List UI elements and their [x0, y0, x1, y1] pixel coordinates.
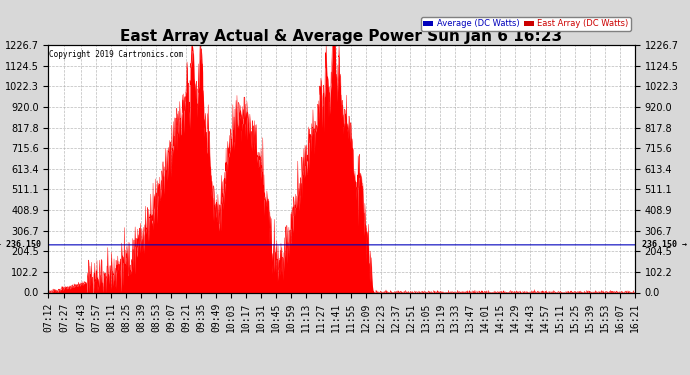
Text: Copyright 2019 Cartronics.com: Copyright 2019 Cartronics.com	[49, 50, 183, 59]
Legend: Average (DC Watts), East Array (DC Watts): Average (DC Watts), East Array (DC Watts…	[421, 17, 631, 31]
Text: ← 236.150: ← 236.150	[0, 240, 41, 249]
Text: 236.150 →: 236.150 →	[642, 240, 687, 249]
Title: East Array Actual & Average Power Sun Jan 6 16:23: East Array Actual & Average Power Sun Ja…	[121, 29, 562, 44]
